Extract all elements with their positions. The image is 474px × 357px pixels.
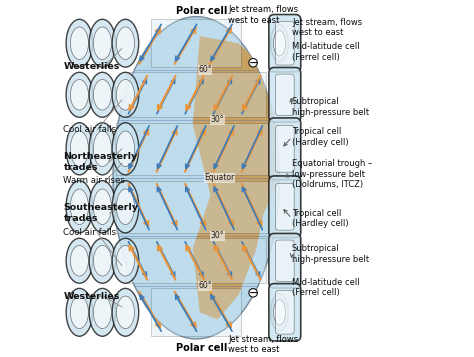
Circle shape	[249, 59, 257, 67]
Bar	[116, 181, 276, 233]
Ellipse shape	[112, 19, 139, 67]
Polygon shape	[193, 36, 280, 320]
Ellipse shape	[66, 181, 93, 233]
Ellipse shape	[112, 123, 139, 175]
FancyBboxPatch shape	[275, 21, 294, 65]
Text: Tropical cell
(Hardley cell): Tropical cell (Hardley cell)	[292, 127, 348, 147]
Bar	[151, 19, 241, 67]
Text: Westerlies: Westerlies	[64, 292, 120, 301]
FancyBboxPatch shape	[275, 240, 294, 281]
Ellipse shape	[89, 181, 116, 233]
Ellipse shape	[70, 246, 89, 276]
Ellipse shape	[117, 131, 135, 166]
Ellipse shape	[113, 17, 280, 339]
Text: Warm air rises: Warm air rises	[64, 176, 125, 185]
Ellipse shape	[117, 189, 135, 225]
FancyBboxPatch shape	[269, 283, 301, 341]
Bar	[116, 123, 276, 175]
FancyBboxPatch shape	[275, 125, 294, 172]
Circle shape	[249, 288, 257, 297]
Ellipse shape	[70, 131, 89, 166]
Ellipse shape	[117, 80, 135, 110]
Ellipse shape	[66, 288, 93, 336]
Bar	[127, 238, 266, 283]
Ellipse shape	[70, 27, 89, 60]
Bar	[127, 72, 266, 117]
Ellipse shape	[93, 80, 111, 110]
Ellipse shape	[93, 27, 111, 60]
Text: 30°: 30°	[211, 115, 224, 124]
Text: Southeasterly
trades: Southeasterly trades	[64, 203, 138, 223]
Ellipse shape	[117, 27, 135, 60]
Ellipse shape	[66, 238, 93, 283]
Ellipse shape	[70, 80, 89, 110]
Text: Tropical cell
(Hardley cell): Tropical cell (Hardley cell)	[292, 209, 348, 228]
Ellipse shape	[89, 288, 116, 336]
Ellipse shape	[273, 31, 285, 56]
Ellipse shape	[66, 123, 93, 175]
Text: Equator: Equator	[204, 173, 235, 182]
FancyBboxPatch shape	[269, 233, 301, 288]
Bar	[151, 288, 241, 336]
Ellipse shape	[93, 296, 111, 328]
Text: Northeasterly
trades: Northeasterly trades	[64, 152, 138, 171]
Ellipse shape	[70, 189, 89, 225]
Ellipse shape	[93, 131, 111, 166]
Text: 60°: 60°	[198, 65, 212, 74]
FancyBboxPatch shape	[275, 183, 294, 230]
Ellipse shape	[112, 72, 139, 117]
Text: Equatorial trough –
low-pressure belt
(Doldrums, ITCZ): Equatorial trough – low-pressure belt (D…	[292, 159, 372, 189]
Ellipse shape	[112, 181, 139, 233]
Ellipse shape	[89, 72, 116, 117]
Ellipse shape	[271, 25, 288, 62]
Ellipse shape	[117, 246, 135, 276]
Ellipse shape	[70, 296, 89, 328]
FancyBboxPatch shape	[269, 15, 301, 72]
Ellipse shape	[271, 294, 288, 331]
Text: Jet stream, flows
west to east: Jet stream, flows west to east	[228, 335, 298, 354]
FancyBboxPatch shape	[275, 291, 294, 334]
Text: Polar cell: Polar cell	[176, 6, 227, 16]
Ellipse shape	[112, 288, 139, 336]
FancyBboxPatch shape	[269, 118, 301, 180]
Text: Jet stream, flows
west to east: Jet stream, flows west to east	[228, 5, 298, 25]
FancyBboxPatch shape	[269, 176, 301, 238]
Ellipse shape	[89, 238, 116, 283]
Text: −: −	[248, 58, 258, 68]
Text: Westerlies: Westerlies	[64, 62, 120, 71]
Text: Cool air falls: Cool air falls	[64, 228, 117, 237]
Ellipse shape	[93, 246, 111, 276]
FancyBboxPatch shape	[269, 67, 301, 122]
Text: Polar cell: Polar cell	[176, 343, 227, 353]
Ellipse shape	[112, 238, 139, 283]
Ellipse shape	[66, 19, 93, 67]
Ellipse shape	[93, 189, 111, 225]
Text: Subtropical
high-pressure belt: Subtropical high-pressure belt	[292, 244, 369, 263]
Ellipse shape	[89, 19, 116, 67]
Ellipse shape	[66, 72, 93, 117]
Ellipse shape	[89, 123, 116, 175]
Text: Subtropical
high-pressure belt: Subtropical high-pressure belt	[292, 97, 369, 117]
Ellipse shape	[273, 300, 285, 325]
Text: Mid-latitude cell
(Ferrel cell): Mid-latitude cell (Ferrel cell)	[292, 278, 359, 297]
Ellipse shape	[117, 296, 135, 328]
Text: Jet stream, flows
west to east: Jet stream, flows west to east	[292, 17, 362, 37]
FancyBboxPatch shape	[275, 74, 294, 115]
Text: Cool air falls: Cool air falls	[64, 125, 117, 135]
Text: 30°: 30°	[211, 231, 224, 240]
Text: 60°: 60°	[198, 281, 212, 290]
Text: −: −	[248, 288, 258, 298]
Text: Mid-latitude cell
(Ferrel cell): Mid-latitude cell (Ferrel cell)	[292, 42, 359, 62]
